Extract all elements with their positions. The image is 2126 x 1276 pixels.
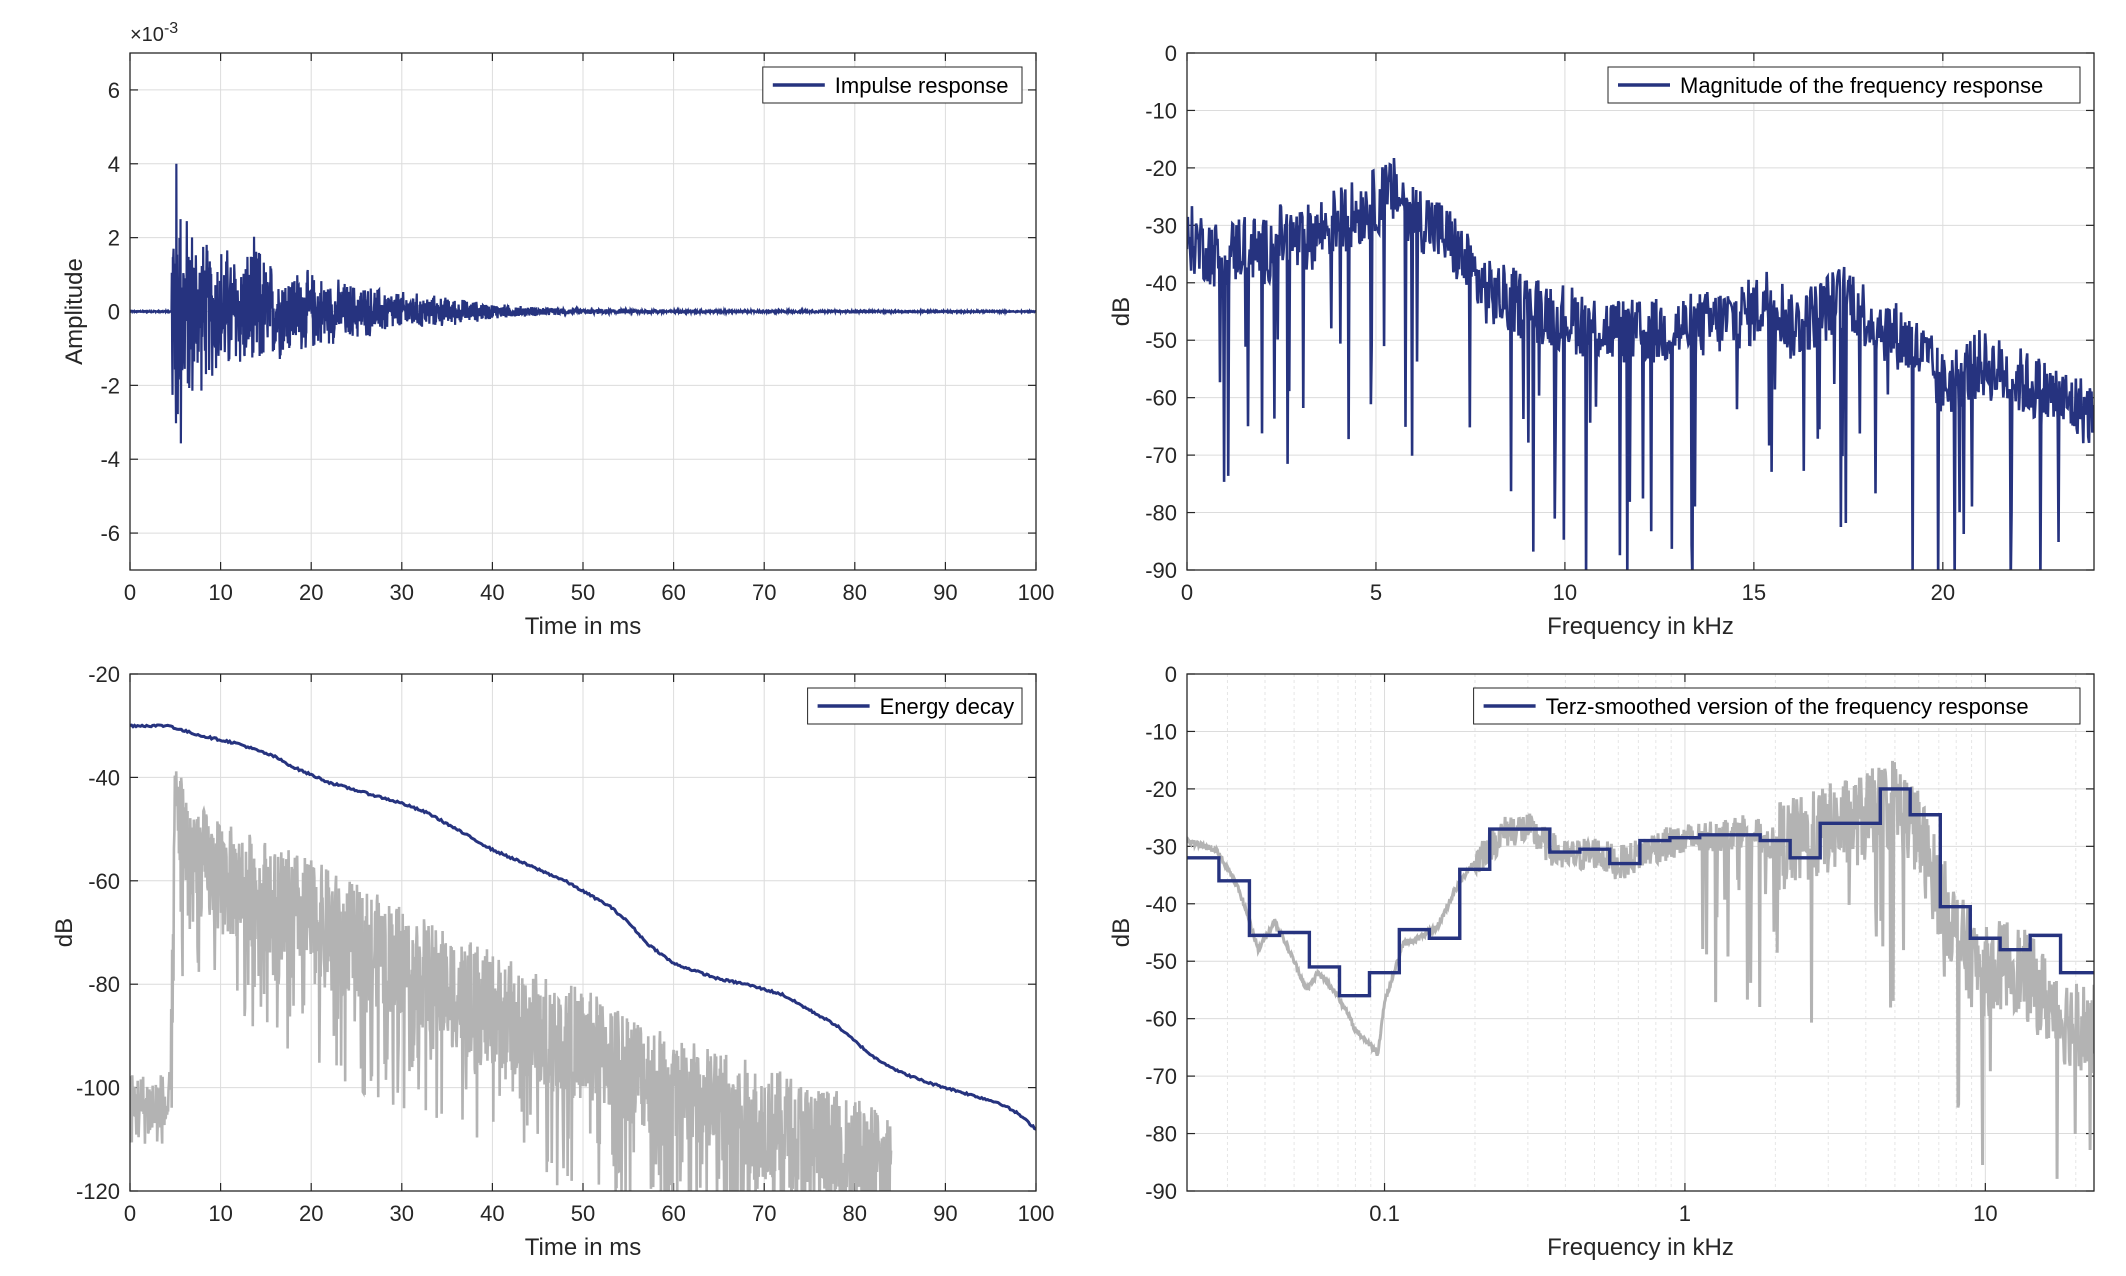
axes-box: [1186, 673, 2095, 1192]
plot-2: 0 5 10 15 20 0 -10 -20 -30 -40 -50 -60 -70 -80 -90 Freq…: [1108, 41, 2095, 640]
y-tick-label: -20: [1145, 777, 1177, 802]
x-tick-label: 70: [752, 1201, 776, 1226]
x-tick-label: 60: [661, 580, 685, 605]
y-tick-label: -50: [1145, 328, 1177, 353]
y-tick-label: -80: [88, 972, 120, 997]
unsmoothed-response-line: [1187, 760, 2094, 1179]
y-axis-label: dB: [51, 918, 78, 947]
legend-box: [1607, 66, 2081, 104]
x-tick-label: 1: [1679, 1201, 1691, 1226]
legend-label: Terz-smoothed version of the frequency r…: [1546, 694, 2029, 719]
x-tick-label: 20: [1931, 580, 1955, 605]
legend: Impulse response: [762, 66, 1023, 104]
y-tick-label: -10: [1145, 98, 1177, 123]
y-tick-label: -40: [1145, 892, 1177, 917]
legend-label: Impulse response: [835, 73, 1009, 98]
legend: Energy decay: [807, 687, 1023, 725]
y-tick-label: -70: [1145, 443, 1177, 468]
y-axis-label: dB: [1108, 297, 1135, 326]
axes-box: [129, 673, 1037, 1192]
x-axis-label: Time in ms: [525, 613, 641, 640]
y-tick-label: 6: [108, 78, 120, 103]
y-tick-label: -70: [1145, 1064, 1177, 1089]
x-tick-label: 10: [208, 1201, 232, 1226]
y-tick-label: -80: [1145, 1122, 1177, 1147]
y-tick-label: -60: [88, 869, 120, 894]
energy-raw-line: [130, 771, 893, 1191]
y-tick-label: -120: [76, 1179, 120, 1204]
magnitude-response-line: [1187, 157, 2094, 570]
y-tick-label: -50: [1145, 949, 1177, 974]
x-tick-label: 0.1: [1369, 1201, 1400, 1226]
x-tick-label: 60: [661, 1201, 685, 1226]
x-tick-label: 90: [933, 1201, 957, 1226]
y-tick-label: 0: [1165, 41, 1177, 66]
x-tick-label: 100: [1018, 580, 1055, 605]
y-tick-label: -30: [1145, 213, 1177, 238]
legend-label: Energy decay: [880, 694, 1015, 719]
y-tick-label: -60: [1145, 386, 1177, 411]
y-tick-label: -60: [1145, 1007, 1177, 1032]
x-tick-label: 15: [1742, 580, 1766, 605]
x-axis-label: Frequency in kHz: [1547, 1234, 1734, 1261]
impulse-response-line: [130, 163, 1036, 444]
y-tick-label: 0: [1165, 662, 1177, 687]
legend-label: Magnitude of the frequency response: [1680, 73, 2043, 98]
y-tick-label: -10: [1145, 719, 1177, 744]
y-tick-label: -40: [88, 765, 120, 790]
plot-3: 0 10 20 30 40 50 60 70 80 90 100 -20 -40 -60 -80 -100 -1…: [51, 662, 1054, 1261]
x-tick-label: 90: [933, 580, 957, 605]
terz-smoothed-line: [1187, 787, 2094, 998]
x-tick-label: 30: [390, 1201, 414, 1226]
y-exponent-label: ×10-3: [130, 20, 178, 46]
x-tick-label: 100: [1018, 1201, 1055, 1226]
x-tick-label: 10: [1973, 1201, 1997, 1226]
axes-box: [1186, 52, 2095, 571]
x-tick-label: 20: [299, 580, 323, 605]
x-tick-label: 0: [1181, 580, 1193, 605]
x-tick-label: 50: [571, 580, 595, 605]
x-axis-label: Frequency in kHz: [1547, 613, 1734, 640]
x-tick-label: 70: [752, 580, 776, 605]
y-tick-label: 0: [108, 300, 120, 325]
y-tick-label: -6: [100, 521, 120, 546]
y-tick-label: -90: [1145, 1179, 1177, 1204]
x-tick-label: 30: [390, 580, 414, 605]
x-axis-label: Time in ms: [525, 1234, 641, 1261]
y-tick-label: 2: [108, 226, 120, 251]
legend-box: [1473, 687, 2081, 725]
axes-box: [129, 52, 1037, 571]
x-tick-label: 40: [480, 1201, 504, 1226]
y-tick-label: -4: [100, 447, 120, 472]
y-tick-label: 4: [108, 152, 120, 177]
x-tick-label: 50: [571, 1201, 595, 1226]
y-tick-label: -90: [1145, 558, 1177, 583]
x-tick-label: 80: [843, 1201, 867, 1226]
x-tick-label: 10: [208, 580, 232, 605]
y-tick-label: -100: [76, 1076, 120, 1101]
y-tick-label: -20: [1145, 156, 1177, 181]
plot-4: 0.1 1 10 0 -10 -20 -30 -40 -50 -60 -70 -80 -90 Freque…: [1108, 662, 2095, 1261]
y-tick-label: -40: [1145, 271, 1177, 296]
x-tick-label: 10: [1553, 580, 1577, 605]
legend: Magnitude of the frequency response: [1607, 66, 2081, 104]
x-tick-label: 40: [480, 580, 504, 605]
y-axis-label: Amplitude: [61, 258, 88, 365]
legend: Terz-smoothed version of the frequency r…: [1473, 687, 2081, 725]
x-tick-label: 80: [843, 580, 867, 605]
y-tick-label: -30: [1145, 834, 1177, 859]
x-tick-label: 0: [124, 1201, 136, 1226]
y-axis-label: dB: [1108, 918, 1135, 947]
y-tick-label: -80: [1145, 501, 1177, 526]
x-tick-label: 5: [1370, 580, 1382, 605]
x-tick-label: 0: [124, 580, 136, 605]
x-tick-label: 20: [299, 1201, 323, 1226]
energy-decay-line: [130, 723, 1036, 1131]
y-tick-label: -20: [88, 662, 120, 687]
y-tick-label: -2: [100, 373, 120, 398]
